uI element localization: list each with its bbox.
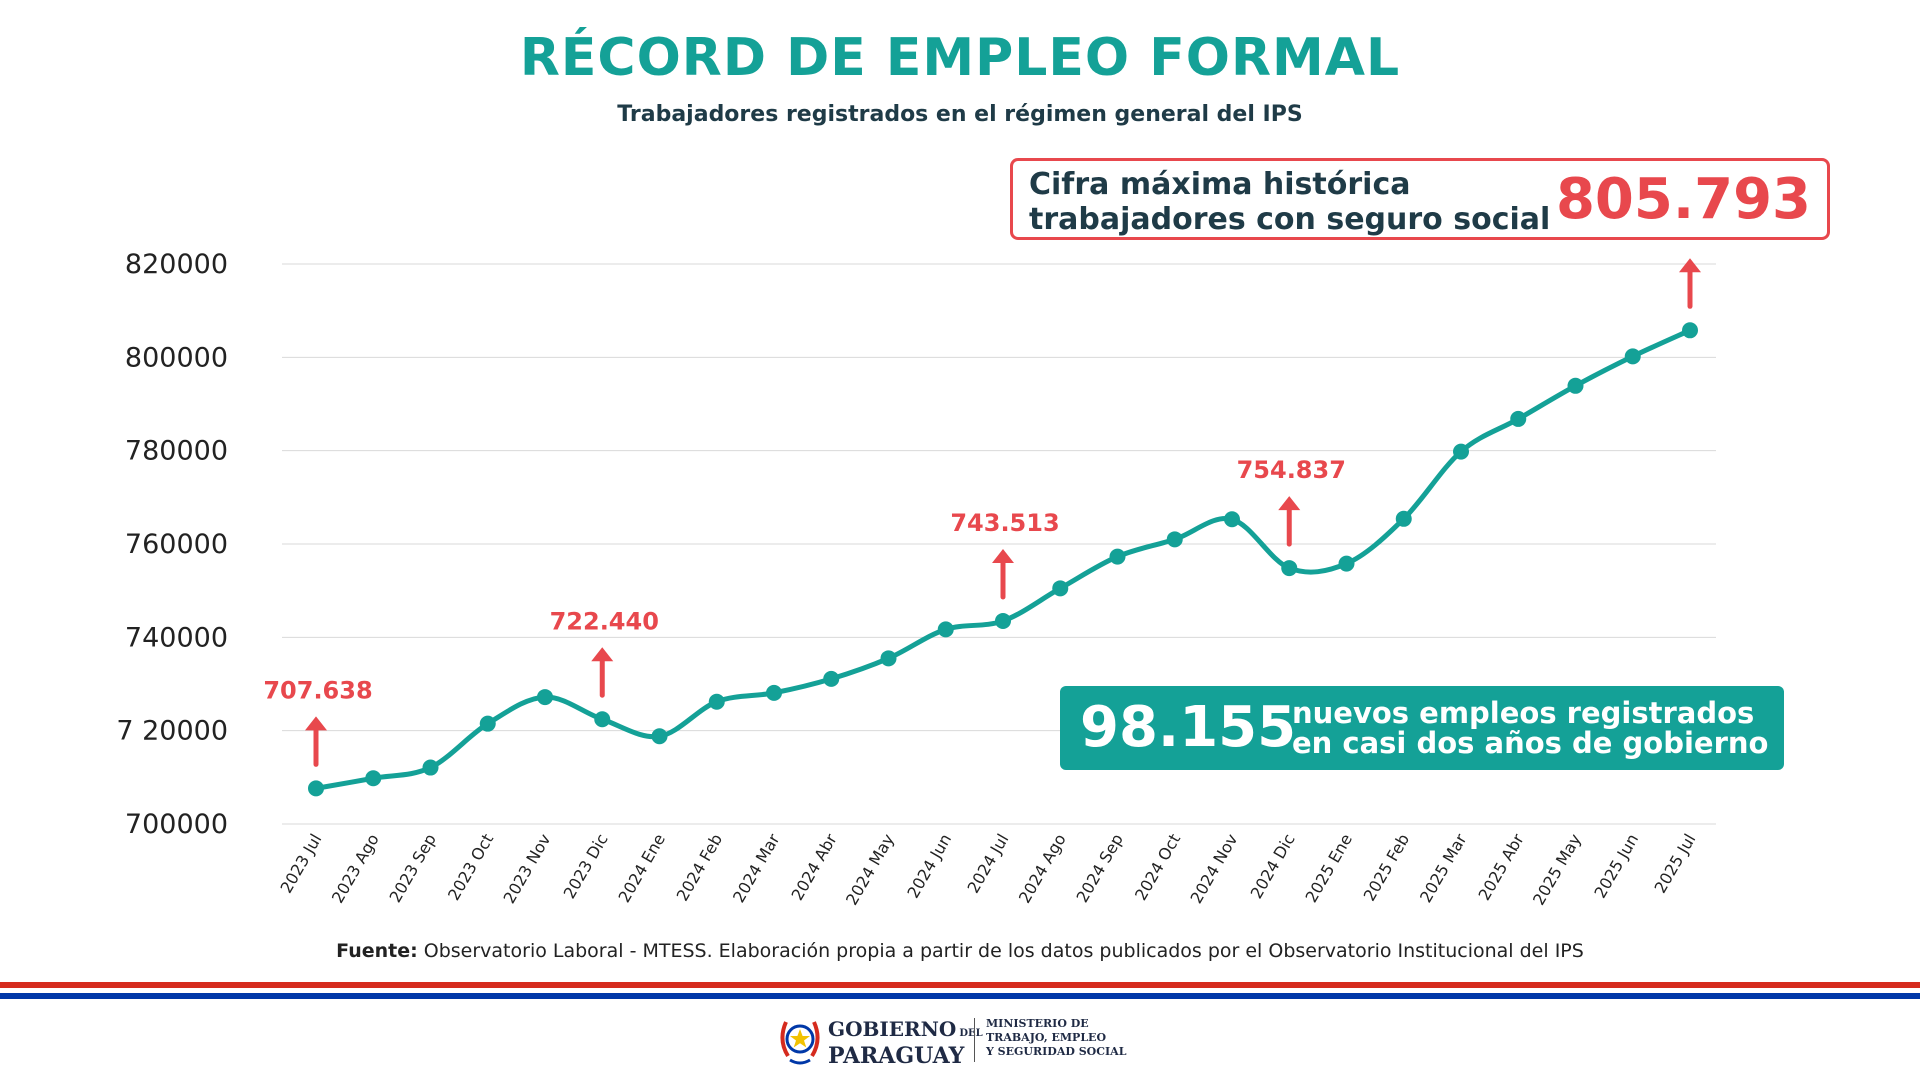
x-tick-label: 2023 Jul	[276, 831, 325, 897]
data-point	[823, 670, 840, 687]
x-tick-label: 2024 Abr	[788, 830, 841, 904]
data-point	[1453, 443, 1469, 460]
flag-stripe-blue	[0, 993, 1920, 999]
new-jobs-label-line2: en casi dos años de gobierno	[1292, 726, 1769, 760]
record-value: 805.793	[1555, 167, 1811, 232]
new-jobs-value: 98.155	[1080, 695, 1297, 760]
annotation-label: 754.837	[1237, 456, 1346, 484]
chart-subtitle: Trabajadores registrados en el régimen g…	[617, 102, 1303, 127]
y-tick-label: 740000	[125, 622, 228, 653]
x-tick-label: 2023 Nov	[499, 831, 554, 907]
new-jobs-label-line1: nuevos empleos registrados	[1292, 696, 1755, 730]
data-point	[995, 612, 1011, 629]
flag-stripe-red	[0, 982, 1920, 988]
data-point	[1109, 548, 1126, 565]
y-tick-label: 760000	[125, 529, 228, 560]
data-point	[1624, 348, 1641, 365]
x-tick-label: 2023 Sep	[386, 831, 440, 906]
x-tick-label: 2024 Oct	[1131, 831, 1184, 904]
up-arrow-icon	[992, 548, 1014, 563]
x-tick-label: 2025 Jul	[1650, 831, 1699, 897]
x-tick-label: 2025 Mar	[1416, 830, 1471, 906]
x-tick-label: 2024 Jun	[903, 831, 955, 902]
chart-title: RÉCORD DE EMPLEO FORMAL	[519, 28, 1401, 88]
new-jobs-callout: 98.155 nuevos empleos registrados en cas…	[1060, 686, 1784, 770]
source-note: Fuente: Observatorio Laboral - MTESS. El…	[0, 940, 1920, 962]
data-point	[651, 728, 668, 745]
x-tick-label: 2024 Sep	[1073, 831, 1127, 906]
record-label: Cifra máxima histórica trabajadores con …	[1029, 167, 1550, 237]
x-tick-label: 2024 Jul	[963, 831, 1012, 897]
data-point	[937, 621, 954, 638]
x-tick-label: 2025 Feb	[1360, 831, 1414, 905]
annotation-label: 743.513	[950, 509, 1059, 537]
annotation-label: 722.440	[550, 607, 659, 635]
up-arrow-icon	[591, 647, 614, 662]
data-point	[1052, 580, 1069, 597]
national-seal-icon	[780, 1021, 820, 1065]
up-arrow-icon	[305, 716, 327, 731]
data-point	[594, 711, 611, 728]
x-tick-label: 2025 Jun	[1590, 831, 1642, 902]
data-point	[422, 759, 439, 776]
data-point	[1224, 511, 1240, 528]
y-tick-label: 800000	[125, 342, 228, 373]
data-point	[1395, 510, 1412, 527]
x-tick-label: 2025 May	[1529, 831, 1585, 909]
y-tick-label: 700000	[125, 809, 228, 840]
source-label: Fuente:	[336, 940, 418, 962]
data-point	[537, 689, 553, 706]
x-tick-label: 2024 Ene	[615, 831, 669, 906]
new-jobs-label: nuevos empleos registrados en casi dos a…	[1292, 698, 1768, 758]
annotation-label: 707.638	[263, 676, 372, 704]
record-callout: Cifra máxima histórica trabajadores con …	[1010, 158, 1830, 240]
government-wordmark: GOBIERNO DEL PARAGUAY	[828, 1018, 983, 1067]
x-tick-label: 2025 Ene	[1302, 831, 1356, 906]
gov-line1: GOBIERNO	[828, 1017, 957, 1041]
data-point	[1567, 377, 1584, 394]
data-point	[1510, 410, 1527, 427]
up-arrow-icon	[1278, 496, 1301, 511]
x-tick-label: 2024 Nov	[1186, 831, 1241, 907]
data-point	[479, 715, 496, 732]
y-tick-label: 780000	[125, 436, 228, 467]
data-point	[708, 693, 725, 710]
data-point	[766, 684, 782, 701]
data-point	[308, 780, 324, 797]
x-tick-label: 2024 May	[842, 831, 898, 909]
logo-divider	[974, 1018, 975, 1062]
x-tick-label: 2023 Oct	[444, 831, 497, 904]
x-tick-label: 2023 Ago	[328, 831, 383, 907]
data-point	[1166, 531, 1183, 548]
up-arrow-icon	[1679, 258, 1701, 273]
data-point	[365, 770, 382, 787]
y-tick-label: 820000	[125, 249, 228, 280]
source-text: Observatorio Laboral - MTESS. Elaboració…	[417, 940, 1584, 962]
data-point	[1682, 322, 1698, 339]
record-label-line2: trabajadores con seguro social	[1029, 202, 1551, 237]
ministry-line1: MINISTERIO DE	[986, 1017, 1089, 1030]
x-tick-label: 2024 Feb	[673, 831, 727, 905]
x-tick-label: 2024 Dic	[1247, 831, 1299, 902]
x-tick-label: 2025 Abr	[1475, 830, 1528, 904]
y-tick-label: 7 20000	[116, 716, 228, 747]
data-point	[880, 650, 897, 667]
data-point	[1338, 555, 1355, 572]
footer-logo: GOBIERNO DEL PARAGUAY MINISTERIO DE TRABA…	[776, 1012, 1176, 1068]
x-tick-label: 2023 Dic	[560, 831, 612, 902]
ministry-line3: Y SEGURIDAD SOCIAL	[986, 1045, 1127, 1058]
data-point	[1281, 560, 1298, 577]
gov-del: DEL	[959, 1028, 983, 1039]
line-chart: 700000 7 20000 740000 760000 780000 800000 820…	[116, 249, 1716, 909]
record-label-line1: Cifra máxima histórica	[1029, 167, 1411, 202]
x-tick-label: 2024 Mar	[729, 830, 784, 906]
ministry-wordmark: MINISTERIO DE TRABAJO, EMPLEO Y SEGURIDA…	[986, 1017, 1126, 1059]
x-tick-label: 2024 Ago	[1015, 831, 1070, 907]
gov-line2: PARAGUAY	[828, 1043, 965, 1069]
ministry-line2: TRABAJO, EMPLEO	[986, 1031, 1107, 1044]
flag-stripe-white	[0, 988, 1920, 993]
